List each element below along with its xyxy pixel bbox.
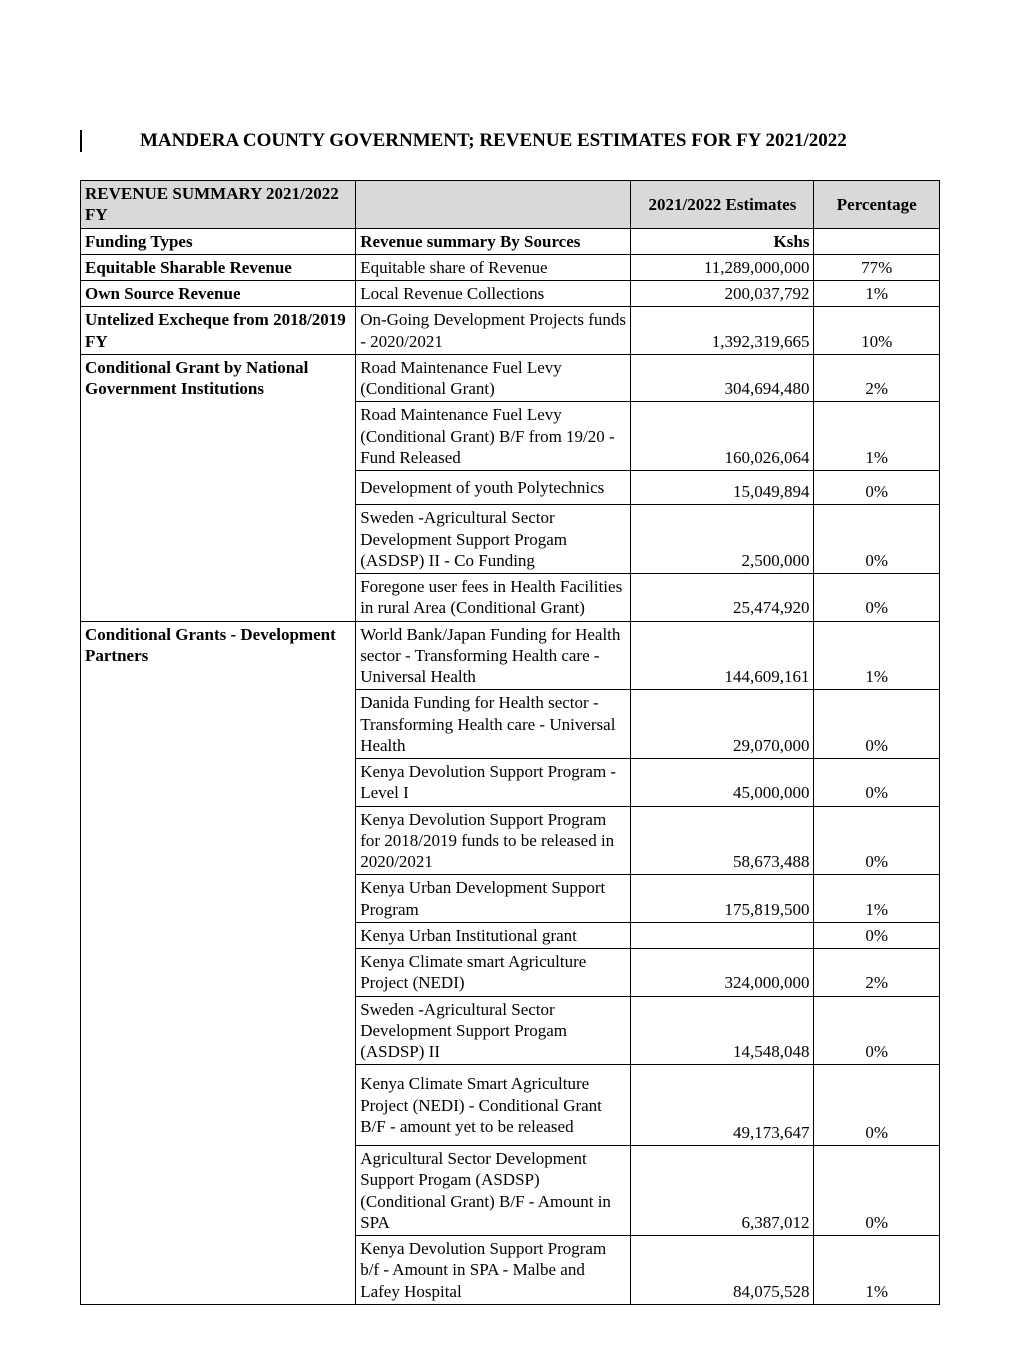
cell-source: Equitable share of Revenue: [356, 254, 631, 280]
cell-pct: 1%: [814, 621, 940, 690]
cell-amount: 6,387,012: [631, 1146, 814, 1236]
cell-amount: 304,694,480: [631, 354, 814, 402]
cell-source: Kenya Devolution Support Program - Level…: [356, 759, 631, 807]
cell-amount: 25,474,920: [631, 574, 814, 622]
cell-source: Road Maintenance Fuel Levy (Conditional …: [356, 354, 631, 402]
header-blank: [356, 181, 631, 229]
cell-type-group1: Conditional Grant by National Government…: [81, 354, 356, 621]
cell-pct: 0%: [814, 574, 940, 622]
cell-pct: 0%: [814, 922, 940, 948]
cell-pct: 0%: [814, 471, 940, 505]
cell-amount: 1,392,319,665: [631, 307, 814, 355]
cell-pct: 0%: [814, 690, 940, 759]
cell-pct: 0%: [814, 1146, 940, 1236]
cell-amount: 144,609,161: [631, 621, 814, 690]
cell-source: Kenya Climate smart Agriculture Project …: [356, 949, 631, 997]
cell-type: Own Source Revenue: [81, 281, 356, 307]
edit-cursor-mark: [80, 130, 82, 152]
cell-amount: 324,000,000: [631, 949, 814, 997]
header-estimates: 2021/2022 Estimates: [631, 181, 814, 229]
cell-amount: 160,026,064: [631, 402, 814, 471]
subheader-pct-blank: [814, 228, 940, 254]
cell-source: Kenya Devolution Support Program b/f - A…: [356, 1236, 631, 1305]
cell-source: Kenya Devolution Support Program for 201…: [356, 806, 631, 875]
cell-pct: 10%: [814, 307, 940, 355]
cell-pct: 1%: [814, 875, 940, 923]
cell-type-group2: Conditional Grants - Development Partner…: [81, 621, 356, 1304]
cell-source: Kenya Urban Institutional grant: [356, 922, 631, 948]
cell-amount: 58,673,488: [631, 806, 814, 875]
cell-pct: 2%: [814, 949, 940, 997]
cell-source: World Bank/Japan Funding for Health sect…: [356, 621, 631, 690]
cell-amount: 29,070,000: [631, 690, 814, 759]
cell-amount: 84,075,528: [631, 1236, 814, 1305]
cell-source: Foregone user fees in Health Facilities …: [356, 574, 631, 622]
cell-pct: 0%: [814, 1065, 940, 1146]
cell-source: Development of youth Polytechnics: [356, 471, 631, 505]
cell-pct: 0%: [814, 759, 940, 807]
table-row: Equitable Sharable Revenue Equitable sha…: [81, 254, 940, 280]
cell-amount: 15,049,894: [631, 471, 814, 505]
cell-source: Danida Funding for Health sector - Trans…: [356, 690, 631, 759]
cell-source: Road Maintenance Fuel Levy (Conditional …: [356, 402, 631, 471]
cell-pct: 0%: [814, 806, 940, 875]
cell-amount: 45,000,000: [631, 759, 814, 807]
cell-amount: 2,500,000: [631, 505, 814, 574]
cell-pct: 1%: [814, 402, 940, 471]
subheader-kshs: Kshs: [631, 228, 814, 254]
cell-pct: 77%: [814, 254, 940, 280]
cell-source: Kenya Climate Smart Agriculture Project …: [356, 1065, 631, 1146]
table-row: Own Source Revenue Local Revenue Collect…: [81, 281, 940, 307]
table-row: Untelized Excheque from 2018/2019 FY On-…: [81, 307, 940, 355]
cell-amount: 14,548,048: [631, 996, 814, 1065]
cell-source: Kenya Urban Development Support Program: [356, 875, 631, 923]
cell-source: Sweden -Agricultural Sector Development …: [356, 505, 631, 574]
table-row: Conditional Grant by National Government…: [81, 354, 940, 402]
header-percentage: Percentage: [814, 181, 940, 229]
cell-type: Equitable Sharable Revenue: [81, 254, 356, 280]
cell-pct: 0%: [814, 996, 940, 1065]
cell-amount: 11,289,000,000: [631, 254, 814, 280]
subheader-row: Funding Types Revenue summary By Sources…: [81, 228, 940, 254]
header-row: REVENUE SUMMARY 2021/2022 FY 2021/2022 E…: [81, 181, 940, 229]
document-title: MANDERA COUNTY GOVERNMENT; REVENUE ESTIM…: [140, 130, 940, 152]
header-summary: REVENUE SUMMARY 2021/2022 FY: [81, 181, 356, 229]
subheader-funding-types: Funding Types: [81, 228, 356, 254]
cell-amount: 175,819,500: [631, 875, 814, 923]
cell-pct: 1%: [814, 281, 940, 307]
cell-source: Agricultural Sector Development Support …: [356, 1146, 631, 1236]
cell-amount: [631, 922, 814, 948]
cell-source: On-Going Development Projects funds - 20…: [356, 307, 631, 355]
table-row: Conditional Grants - Development Partner…: [81, 621, 940, 690]
revenue-table: REVENUE SUMMARY 2021/2022 FY 2021/2022 E…: [80, 180, 940, 1305]
cell-amount: 49,173,647: [631, 1065, 814, 1146]
cell-amount: 200,037,792: [631, 281, 814, 307]
cell-pct: 0%: [814, 505, 940, 574]
cell-source: Sweden -Agricultural Sector Development …: [356, 996, 631, 1065]
cell-pct: 1%: [814, 1236, 940, 1305]
cell-source: Local Revenue Collections: [356, 281, 631, 307]
cell-type: Untelized Excheque from 2018/2019 FY: [81, 307, 356, 355]
cell-pct: 2%: [814, 354, 940, 402]
subheader-sources: Revenue summary By Sources: [356, 228, 631, 254]
